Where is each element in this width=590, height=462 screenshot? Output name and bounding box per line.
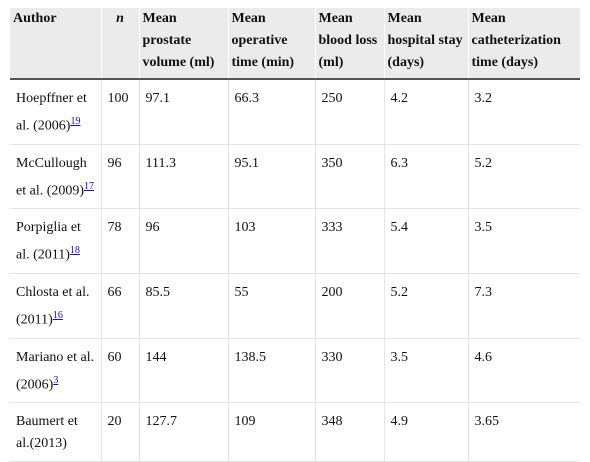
author-name: Porpiglia et al. (2011) [16, 220, 81, 263]
value-cell: 5.2 [468, 144, 580, 210]
value-cell: 95.1 [228, 144, 316, 210]
author-cell: Chlosta et al.(2011)16 [10, 273, 102, 339]
value-cell: 127.7 [139, 402, 229, 462]
header-cell: n [101, 8, 140, 80]
author-name: Mariano et al.(2006) [16, 349, 95, 393]
value-cell: 3.5 [468, 208, 580, 274]
header-cell: Mean blood loss (ml) [315, 8, 385, 80]
value-cell: 66 [101, 273, 140, 339]
table-header: Author n Mean prostate volume (ml) Mean ope… [10, 8, 580, 80]
header-cell: Author [10, 8, 102, 80]
value-cell: 144 [139, 338, 229, 404]
author-name: Chlosta et al.(2011) [16, 284, 90, 328]
reference: 16 [53, 308, 63, 321]
reference: 18 [70, 243, 80, 256]
value-cell: 138.5 [228, 338, 316, 404]
value-cell: 111.3 [139, 144, 229, 210]
table-row: Hoepffner et al. (2006)19 100 97.1 66.3 250 4… [10, 79, 580, 145]
table-row: Porpiglia et al. (2011)18 78 96 103 333 5.4 3.… [10, 208, 580, 274]
value-cell: 3.2 [468, 79, 580, 145]
header-cell: Mean hospital stay (days) [384, 8, 469, 80]
value-cell: 350 [315, 144, 385, 210]
value-cell: 7.3 [468, 273, 580, 339]
reference-link[interactable]: 17 [84, 180, 95, 192]
reference-link[interactable]: 18 [69, 245, 80, 257]
value-cell: 96 [101, 144, 140, 210]
value-cell: 250 [315, 79, 385, 145]
author-name: Baumert et al.(2013) [16, 414, 78, 452]
value-cell: 5.2 [384, 273, 469, 339]
page: Author n Mean prostate volume (ml) Mean ope… [10, 8, 580, 462]
value-cell: 96 [139, 208, 229, 274]
value-cell: 6.3 [384, 144, 469, 210]
value-cell: 333 [315, 208, 385, 274]
author-name: Hoepffner et al. (2006) [16, 91, 87, 134]
value-cell: 78 [101, 208, 140, 274]
value-cell: 103 [228, 208, 316, 274]
reference: 19 [70, 114, 80, 127]
value-cell: 100 [101, 79, 140, 145]
table-row: Chlosta et al.(2011)16 66 85.5 55 200 5.2 7.3 [10, 273, 580, 339]
value-cell: 4.2 [384, 79, 469, 145]
value-cell: 200 [315, 273, 385, 339]
value-cell: 3.65 [468, 402, 580, 462]
header-cell: Mean catheterization time (days) [468, 8, 580, 80]
table-body: Hoepffner et al. (2006)19 100 97.1 66.3 250 4… [10, 79, 580, 462]
value-cell: 330 [315, 338, 385, 404]
author-cell: Porpiglia et al. (2011)18 [10, 208, 102, 274]
reference: 17 [84, 179, 94, 192]
author-cell: Hoepffner et al. (2006)19 [10, 79, 102, 145]
header-cell: Mean operative time (min) [228, 8, 316, 80]
value-cell: 4.9 [384, 402, 469, 462]
value-cell: 20 [101, 402, 140, 462]
table-row: Mariano et al.(2006)3 60 144 138.5 330 3.5 4.6 [10, 338, 580, 404]
author-cell: Mariano et al.(2006)3 [10, 338, 102, 404]
data-table: Author n Mean prostate volume (ml) Mean ope… [10, 8, 580, 462]
author-cell: McCullough et al. (2009)17 [10, 144, 102, 210]
table-row: Baumert et al.(2013) 20 127.7 109 348 4.9 3.65 [10, 402, 580, 462]
value-cell: 85.5 [139, 273, 229, 339]
author-cell: Baumert et al.(2013) [10, 402, 102, 462]
value-cell: 109 [228, 402, 316, 462]
value-cell: 55 [228, 273, 316, 339]
value-cell: 4.6 [468, 338, 580, 404]
author-name: McCullough et al. (2009) [16, 155, 87, 199]
reference-link[interactable]: 3 [53, 374, 59, 386]
value-cell: 97.1 [139, 79, 229, 145]
header-cell: Mean prostate volume (ml) [139, 8, 229, 80]
value-cell: 60 [101, 338, 140, 404]
header-row: Author n Mean prostate volume (ml) Mean ope… [10, 8, 580, 80]
reference-link[interactable]: 19 [70, 116, 81, 127]
value-cell: 348 [315, 402, 385, 462]
reference-link[interactable]: 16 [52, 309, 63, 321]
reference: 3 [53, 373, 58, 386]
value-cell: 3.5 [384, 338, 469, 404]
value-cell: 5.4 [384, 208, 469, 274]
value-cell: 66.3 [228, 79, 316, 145]
table-row: McCullough et al. (2009)17 96 111.3 95.1 350… [10, 144, 580, 210]
